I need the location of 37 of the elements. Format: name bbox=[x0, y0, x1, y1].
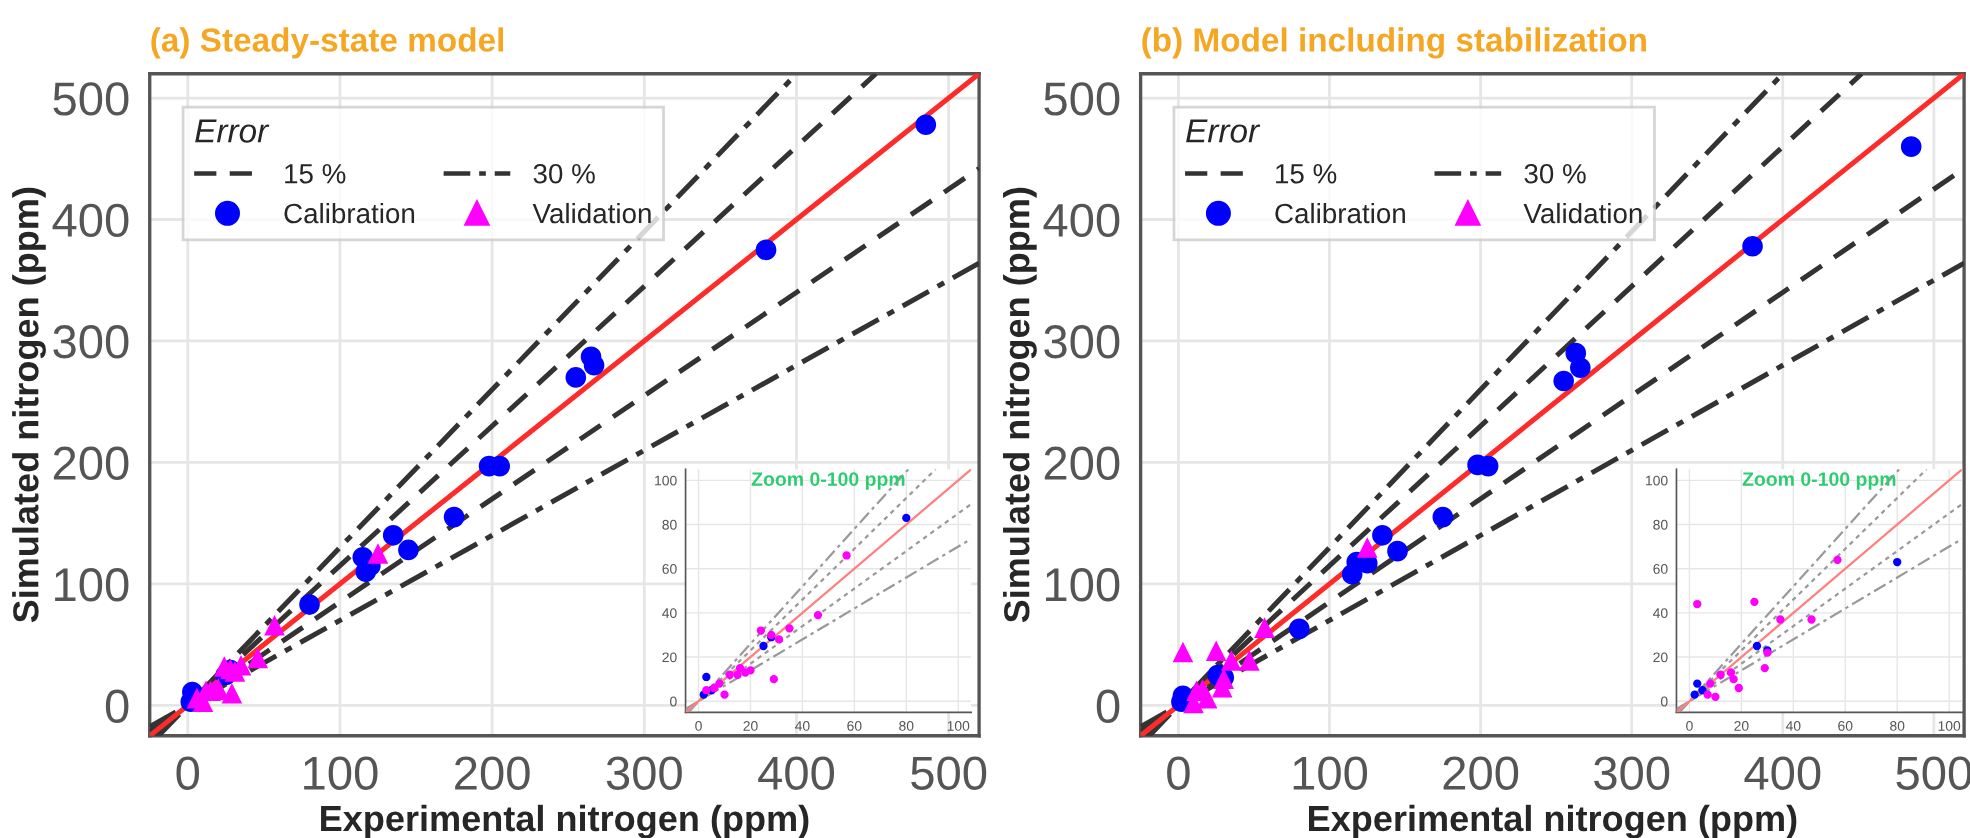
legend-label: 15 % bbox=[1276, 164, 1337, 184]
x-tick-label: 0 bbox=[1167, 756, 1190, 790]
legend-label: Calibration bbox=[1275, 202, 1405, 224]
legend-title: Error bbox=[1186, 119, 1261, 143]
chart-title: Zoom 0-100 ppm bbox=[1742, 472, 1896, 490]
legend-label: 15 % bbox=[285, 164, 346, 184]
legend-label: Validation bbox=[1523, 202, 1642, 224]
y-tick-label: 300 bbox=[1044, 325, 1120, 359]
x-tick-label: 500 bbox=[911, 756, 987, 790]
legend-label: Validation bbox=[532, 202, 651, 224]
y-axis-title: Simulated nitrogen (ppm) bbox=[12, 187, 46, 623]
legend-label: 30 % bbox=[1524, 163, 1586, 184]
y-tick-label: 400 bbox=[52, 203, 129, 238]
y-tick-label: 100 bbox=[55, 568, 129, 602]
x-axis-title: Experimental nitrogen (ppm) bbox=[321, 804, 809, 838]
chart-title: Zoom 0-100 ppm bbox=[751, 472, 905, 490]
y-axis-title: Simulated nitrogen (ppm) bbox=[1003, 187, 1037, 623]
x-tick-label: 400 bbox=[1744, 756, 1821, 790]
y-tick-label: 100 bbox=[1046, 568, 1120, 602]
y-tick-label: 200 bbox=[1044, 446, 1120, 481]
x-tick-label: 100 bbox=[304, 756, 378, 790]
y-tick-label: 500 bbox=[1044, 82, 1120, 116]
y-tick-label: 200 bbox=[53, 446, 129, 481]
x-tick-label: 400 bbox=[758, 756, 835, 790]
chart-title: (b) Model including stabilization bbox=[1142, 27, 1646, 59]
y-tick-label: 500 bbox=[53, 82, 129, 116]
x-tick-label: 100 bbox=[1293, 756, 1368, 790]
x-tick-label: 0 bbox=[176, 756, 200, 790]
x-tick-label: 200 bbox=[455, 756, 530, 790]
legend-label: Calibration bbox=[284, 202, 415, 224]
x-axis-title: Experimental nitrogen (ppm) bbox=[1309, 804, 1797, 838]
chart-title: (a) Steady-state model bbox=[151, 27, 504, 59]
x-tick-label: 200 bbox=[1443, 756, 1519, 790]
legend-title: Error bbox=[195, 119, 270, 143]
y-tick-label: 400 bbox=[1043, 203, 1120, 238]
legend-label: 30 % bbox=[533, 163, 595, 184]
y-tick-label: 300 bbox=[53, 325, 129, 359]
